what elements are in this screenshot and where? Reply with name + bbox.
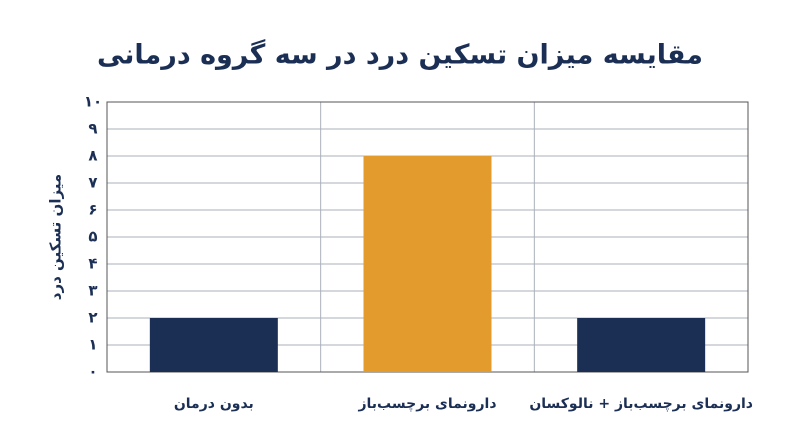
x-tick-label: دارونمای برچسب‌باز + نالوکسان	[529, 396, 753, 412]
chart-title: مقایسه میزان تسکین درد در سه گروه درمانی	[97, 39, 703, 71]
y-tick-label: ۱۰	[84, 93, 102, 111]
y-tick-label: ۴	[88, 255, 97, 273]
y-tick-label: ۲	[88, 309, 97, 327]
y-axis-label: میزان تسکین درد	[47, 174, 65, 300]
x-tick-label: دارونمای برچسب‌باز	[357, 396, 496, 412]
y-tick-label: ۷	[88, 174, 97, 192]
bar	[363, 156, 492, 372]
x-tick-label: بدون درمان	[174, 396, 254, 412]
y-tick-label: ۱	[88, 336, 97, 354]
y-tick-label: ۳	[88, 282, 97, 300]
y-tick-label: ۸	[88, 147, 97, 165]
bar	[149, 318, 278, 372]
y-tick-label: ۹	[88, 120, 97, 138]
y-tick-label: ۶	[88, 201, 97, 219]
y-tick-label: ۰	[88, 363, 97, 381]
y-tick-label: ۵	[88, 228, 97, 246]
bar	[577, 318, 706, 372]
